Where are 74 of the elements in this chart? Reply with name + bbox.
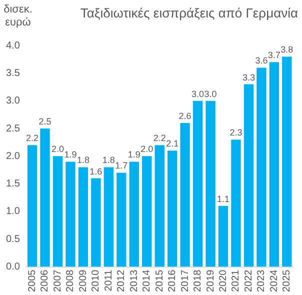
- chart-title: Ταξιδιωτικές εισπράξεις από Γερμανία: [80, 5, 298, 20]
- bar: [206, 100, 216, 267]
- data-label: 2.0: [51, 144, 64, 154]
- data-label: 3.8: [280, 44, 294, 55]
- bar: [66, 162, 76, 267]
- y-tick-label: 2.0: [6, 150, 20, 162]
- data-label: 2.2: [26, 133, 39, 144]
- x-tick-label: 2022: [243, 269, 254, 292]
- data-label: 1.9: [128, 150, 140, 160]
- data-label: 3.3: [242, 72, 255, 82]
- x-tick-label: 2023: [256, 269, 268, 292]
- data-label: 2.5: [38, 116, 52, 127]
- x-tick-label: 2005: [27, 269, 38, 292]
- data-label: 1.7: [115, 160, 128, 171]
- x-tick-label: 2020: [218, 269, 229, 292]
- y-tick-label: 0.5: [6, 234, 20, 245]
- data-label: 3.6: [255, 56, 268, 66]
- bar: [154, 145, 164, 267]
- data-label: 1.8: [76, 155, 90, 166]
- x-tick-label: 2019: [205, 269, 216, 292]
- data-label: 1.1: [216, 194, 230, 204]
- x-tick-label: 2011: [103, 269, 114, 292]
- x-tick-label: 2007: [52, 269, 64, 292]
- x-tick-label: 2014: [142, 269, 153, 292]
- bar: [282, 56, 292, 267]
- bar: [192, 100, 203, 267]
- y-tick-label: 2.5: [6, 123, 20, 134]
- y-tick-label: 3.5: [6, 68, 20, 79]
- bar: [52, 156, 63, 267]
- y-axis-title: δισεκ. ευρώ: [4, 4, 32, 29]
- y-tick-label: 1.5: [6, 178, 20, 190]
- y-tick-label: 1.0: [6, 206, 20, 218]
- bar: [27, 145, 38, 267]
- bar: [218, 206, 228, 267]
- x-tick-label: 2010: [90, 269, 102, 292]
- bar: [231, 140, 241, 267]
- bar: [180, 123, 190, 267]
- x-tick-label: 2025: [282, 269, 293, 292]
- bar: [142, 156, 152, 267]
- bar: [40, 128, 50, 267]
- data-label: 2.2: [153, 133, 166, 144]
- bar: [91, 178, 101, 267]
- bar: [256, 68, 266, 267]
- data-label: 2.1: [166, 138, 179, 149]
- bar: [269, 62, 280, 267]
- y-tick-label: 0.0: [6, 262, 20, 273]
- x-tick-label: 2021: [230, 269, 242, 292]
- y-tick-label: 4.0: [6, 40, 20, 52]
- data-label: 2.3: [230, 128, 242, 138]
- data-label: 1.8: [102, 155, 115, 166]
- bar: [78, 167, 88, 267]
- data-label: 3.0: [204, 88, 217, 99]
- x-tick-label: 2017: [180, 269, 191, 292]
- bar: [129, 162, 139, 267]
- data-label: 2.0: [140, 144, 154, 154]
- x-tick-label: 2008: [65, 269, 76, 292]
- x-tick-label: 2009: [78, 269, 89, 292]
- x-tick-label: 2024: [268, 269, 280, 292]
- x-tick-label: 2015: [154, 269, 166, 292]
- data-label: 1.6: [90, 166, 102, 176]
- x-tick-label: 2018: [192, 269, 204, 292]
- data-label: 3.0: [192, 88, 204, 99]
- data-label: 3.7: [268, 50, 280, 60]
- bar: [167, 150, 178, 267]
- bar: [104, 167, 114, 267]
- bar: [116, 172, 126, 267]
- bar: [244, 84, 254, 267]
- y-tick-label: 3.0: [6, 96, 20, 107]
- x-tick-label: 2006: [40, 269, 51, 292]
- x-tick-label: 2013: [128, 269, 140, 292]
- data-label: 2.6: [178, 110, 192, 121]
- data-label: 1.9: [64, 150, 77, 160]
- x-tick-label: 2016: [167, 269, 178, 292]
- x-tick-label: 2012: [116, 269, 128, 292]
